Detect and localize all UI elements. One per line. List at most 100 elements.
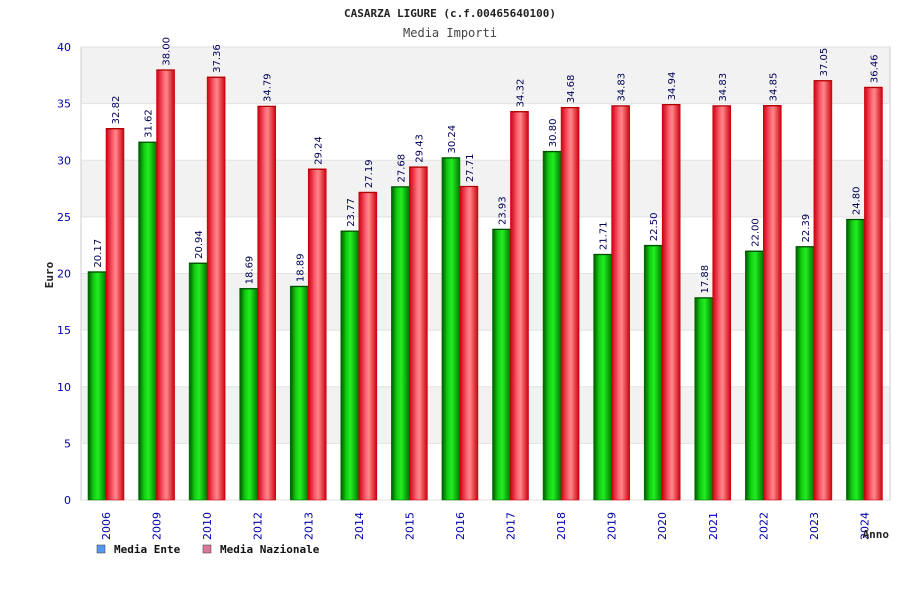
x-tick-label: 2017 — [505, 512, 518, 540]
y-tick-label: 5 — [64, 437, 71, 450]
bar-media-ente — [542, 150, 562, 501]
bar-media-nazionale — [712, 105, 732, 501]
data-label: 22.50 — [649, 213, 660, 242]
y-tick-label: 25 — [57, 211, 71, 224]
y-tick-label: 30 — [57, 154, 71, 167]
bar-media-ente — [643, 244, 663, 501]
bar-media-nazionale — [763, 105, 782, 501]
bar-media-ente — [340, 230, 360, 501]
y-axis-label: Euro — [43, 261, 56, 288]
data-label: 17.88 — [700, 265, 711, 294]
data-label: 27.19 — [364, 159, 375, 188]
bar-media-nazionale — [206, 76, 226, 501]
bar-media-nazionale — [560, 106, 580, 501]
bar-media-ente — [593, 253, 612, 501]
x-tick-label: 2024 — [858, 512, 871, 540]
bar-media-nazionale — [661, 104, 681, 501]
data-label: 23.93 — [498, 196, 509, 225]
data-label: 27.71 — [465, 154, 476, 183]
bar-media-ente — [846, 218, 865, 501]
chart-title: CASARZA LIGURE (c.f.00465640100) — [344, 7, 556, 20]
legend-swatch-media-nazionale — [202, 544, 212, 554]
bar-media-nazionale — [156, 69, 175, 501]
data-label: 34.85 — [768, 73, 779, 102]
data-label: 21.71 — [599, 221, 610, 250]
data-label: 34.68 — [566, 75, 577, 104]
x-axis-label: Anno — [863, 528, 890, 541]
x-tick-label: 2012 — [252, 512, 265, 540]
data-label: 30.24 — [447, 125, 458, 154]
data-label: 20.94 — [194, 230, 205, 259]
x-tick-label: 2014 — [353, 512, 366, 540]
data-label: 24.80 — [851, 186, 862, 215]
data-label: 37.36 — [212, 44, 223, 73]
y-axis-ticks: 0 5 10 15 20 25 30 35 40 — [57, 41, 71, 507]
bar-media-ente — [795, 246, 815, 501]
data-label: 34.79 — [263, 73, 274, 102]
data-label: 27.68 — [396, 154, 407, 183]
x-tick-label: 2010 — [201, 512, 214, 540]
x-tick-label: 2018 — [555, 512, 568, 540]
bar-media-nazionale — [105, 128, 125, 501]
x-tick-label: 2020 — [656, 512, 669, 540]
x-tick-label: 2009 — [151, 512, 164, 540]
x-tick-label: 2015 — [403, 512, 416, 540]
bars — [87, 69, 883, 501]
y-tick-label: 35 — [57, 98, 71, 111]
bar-media-nazionale — [409, 166, 428, 501]
bar-media-ente — [138, 141, 157, 501]
data-label: 29.24 — [313, 136, 324, 165]
y-tick-label: 40 — [57, 41, 71, 54]
data-label: 34.83 — [718, 73, 729, 102]
y-tick-label: 15 — [57, 324, 71, 337]
bar-media-ente — [289, 285, 309, 501]
bar-media-nazionale — [358, 191, 378, 501]
data-label: 29.43 — [414, 134, 425, 163]
data-label: 34.83 — [617, 73, 628, 102]
y-tick-label: 20 — [57, 268, 71, 281]
legend-label-media-ente: Media Ente — [114, 543, 181, 556]
x-tick-label: 2013 — [302, 512, 315, 540]
x-tick-label: 2019 — [606, 512, 619, 540]
data-label: 18.89 — [295, 253, 306, 282]
x-tick-label: 2022 — [757, 512, 770, 540]
bar-media-ente — [441, 157, 461, 501]
bar-media-nazionale — [510, 111, 529, 501]
data-label: 22.39 — [801, 214, 812, 243]
x-tick-label: 2006 — [100, 512, 113, 540]
bar-media-ente — [87, 271, 107, 501]
data-label: 32.82 — [111, 96, 122, 125]
legend-label-media-nazionale: Media Nazionale — [220, 543, 320, 556]
bar-media-ente — [745, 250, 764, 501]
bar-media-ente — [188, 262, 208, 501]
bar-media-nazionale — [813, 80, 833, 501]
bar-media-nazionale — [257, 105, 276, 501]
bar-media-ente — [492, 228, 511, 501]
data-label: 37.05 — [819, 48, 830, 77]
bar-media-ente — [694, 297, 714, 501]
data-labels: 20.17 32.82 31.62 38.00 20.94 37.36 18.69 34.79… — [93, 37, 880, 293]
y-tick-label: 0 — [64, 494, 71, 507]
x-tick-label: 2023 — [808, 512, 821, 540]
y-tick-label: 10 — [57, 381, 71, 394]
bar-media-nazionale — [864, 86, 883, 501]
data-label: 36.46 — [869, 54, 880, 83]
data-label: 23.77 — [346, 198, 357, 227]
x-tick-label: 2016 — [454, 512, 467, 540]
legend: Media Ente Media Nazionale — [96, 543, 320, 556]
data-label: 34.94 — [667, 72, 678, 101]
x-axis-ticks: 2006 2009 2010 2012 2013 2014 2015 2016 2017 2018… — [100, 512, 871, 540]
data-label: 31.62 — [144, 109, 155, 138]
bar-media-nazionale — [307, 168, 327, 501]
bar-media-nazionale — [611, 105, 630, 501]
data-label: 38.00 — [162, 37, 173, 66]
bar-media-ente — [239, 288, 258, 501]
data-label: 22.00 — [750, 218, 761, 247]
legend-swatch-media-ente — [96, 544, 106, 554]
data-label: 34.32 — [516, 79, 527, 108]
x-tick-label: 2021 — [707, 512, 720, 540]
chart-subtitle: Media Importi — [403, 26, 497, 40]
data-label: 18.69 — [245, 256, 256, 285]
bar-media-ente — [391, 186, 410, 501]
